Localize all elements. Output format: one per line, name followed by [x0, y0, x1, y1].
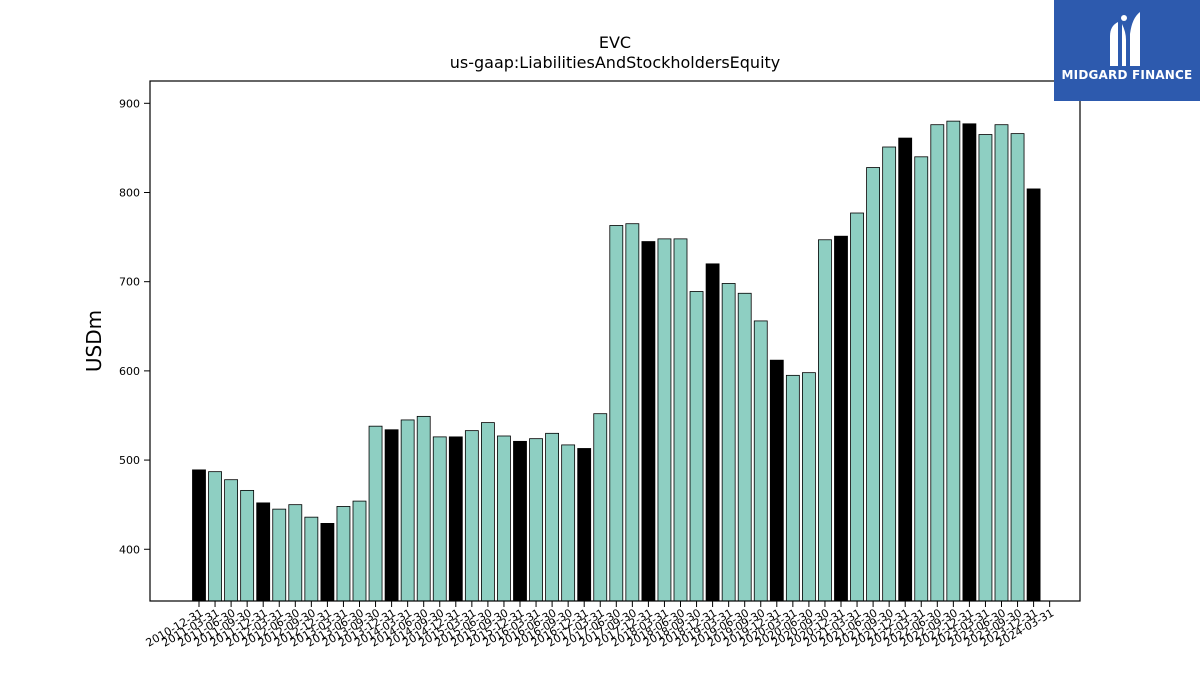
bars-group: [192, 120, 1041, 602]
bar-2018-09-30: [689, 291, 704, 602]
plot-frame: [149, 80, 1081, 602]
bar-2015-12-31: [513, 440, 527, 602]
bar-2012-06-30: [288, 504, 303, 602]
bar-2018-03-31: [657, 238, 672, 602]
bar-2017-09-30: [625, 223, 640, 602]
bar-2012-03-31: [272, 508, 287, 602]
bar-2018-06-30: [673, 238, 688, 602]
y-tick-label: 700: [119, 276, 140, 289]
brand-logo: MIDGARD FINANCE: [1054, 0, 1200, 101]
bar-2010-12-31: [192, 469, 206, 602]
bar-2021-12-31: [898, 137, 913, 602]
bar-2021-03-31: [850, 212, 864, 602]
bar-2014-12-31: [448, 436, 463, 602]
bar-2023-03-31: [978, 134, 993, 602]
bar-2014-06-30: [416, 415, 431, 602]
bar-2022-06-30: [930, 124, 945, 602]
bar-2023-12-31: [1026, 188, 1041, 602]
bar-2013-03-31: [336, 506, 351, 602]
bar-2013-09-30: [368, 425, 383, 602]
bar-2022-03-31: [914, 156, 929, 602]
y-tick-label: 500: [119, 454, 140, 467]
bar-2017-12-31: [641, 241, 656, 602]
bar-2011-09-30: [240, 489, 255, 602]
bar-2018-12-31: [705, 263, 720, 602]
bar-2023-09-30: [1010, 133, 1025, 602]
bar-2011-06-30: [224, 479, 239, 602]
bar-2017-06-30: [609, 225, 624, 602]
bar-2023-06-30: [994, 124, 1009, 602]
bar-2017-03-31: [593, 413, 608, 602]
y-axis-label: USDm: [82, 310, 106, 372]
bar-2012-12-31: [320, 523, 335, 602]
chart-title: EVC: [599, 33, 631, 52]
bar-2019-06-30: [737, 292, 752, 602]
bar-2014-03-31: [400, 419, 415, 602]
bar-2015-06-30: [480, 422, 495, 602]
bar-2020-06-30: [802, 372, 816, 602]
bar-2011-12-31: [256, 502, 271, 602]
logo-mark-icon: [1110, 12, 1140, 66]
bar-2016-06-30: [545, 432, 559, 602]
bar-2020-12-31: [834, 235, 848, 602]
bar-2013-12-31: [384, 429, 399, 602]
bar-2015-09-30: [497, 435, 511, 602]
bar-2019-12-31: [769, 359, 784, 602]
bar-2020-09-30: [818, 239, 832, 602]
y-axis: 400 500 600 700 800 900: [119, 97, 150, 556]
bar-2020-03-31: [785, 374, 800, 602]
chart-subtitle: us-gaap:LiabilitiesAndStockholdersEquity: [450, 53, 781, 72]
y-tick-label: 800: [119, 186, 140, 199]
bar-2016-12-31: [577, 448, 592, 602]
bar-2016-09-30: [561, 444, 576, 602]
bar-2022-09-30: [946, 120, 961, 602]
bar-2021-06-30: [866, 167, 880, 602]
x-axis: 2010-12-312011-03-312011-06-302011-09-30…: [144, 601, 1056, 650]
bar-2013-06-30: [352, 500, 367, 602]
y-tick-label: 400: [119, 543, 140, 556]
logo-text: MIDGARD FINANCE: [1061, 68, 1193, 82]
bar-2022-12-31: [962, 123, 977, 602]
bar-2014-09-30: [432, 436, 447, 602]
bar-2019-09-30: [753, 320, 768, 602]
bar-2012-09-30: [304, 516, 319, 602]
bar-2021-09-30: [882, 146, 897, 602]
bar-2011-03-31: [208, 471, 222, 602]
bar-2015-03-31: [464, 430, 479, 602]
bar-2016-03-31: [529, 438, 543, 602]
bar-2019-03-31: [721, 283, 736, 602]
y-tick-label: 900: [119, 97, 140, 110]
y-tick-label: 600: [119, 365, 140, 378]
